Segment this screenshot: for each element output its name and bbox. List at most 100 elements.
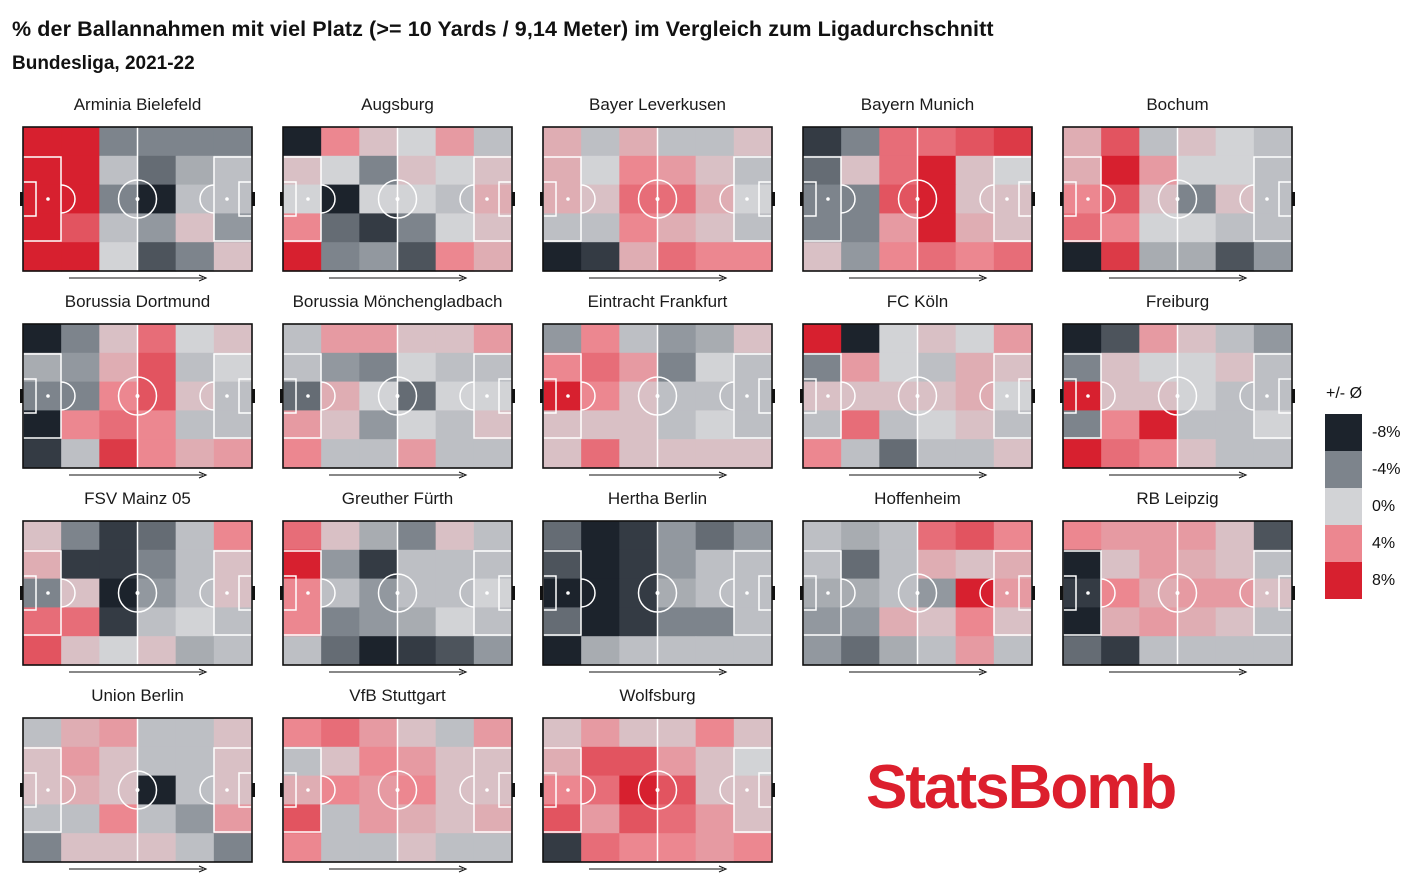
heatmap-cell	[619, 439, 659, 469]
penalty-arc-left	[320, 381, 336, 411]
heatmap-cell	[803, 439, 842, 469]
heatmap-cell	[435, 324, 475, 354]
heatmap-cell	[581, 324, 620, 354]
heatmap-cell	[321, 410, 360, 440]
heatmap-cell	[283, 184, 322, 214]
heatmap-cell	[213, 636, 253, 666]
heatmap-cell	[917, 549, 957, 580]
heatmap-cell	[695, 549, 735, 580]
heatmap-cell	[473, 775, 513, 805]
pitch-heatmap	[800, 323, 1035, 479]
penalty-arc-right	[199, 184, 215, 214]
heatmap-cell	[397, 242, 437, 272]
statsbomb-logo: StatsBomb	[866, 753, 1177, 822]
penalty-spot-right	[1265, 591, 1269, 595]
team-title: Union Berlin	[91, 686, 184, 705]
heatmap-cell	[175, 184, 215, 214]
heatmap-cell	[733, 746, 773, 777]
penalty-arc-left	[580, 578, 596, 608]
goal-left	[20, 389, 23, 403]
heatmap-cell	[99, 607, 139, 637]
heatmap-cell	[1253, 381, 1293, 411]
center-circle	[1157, 179, 1198, 219]
goal-right	[772, 389, 775, 403]
heatmap-cell	[1215, 439, 1255, 469]
heatmap-cell	[1063, 184, 1102, 214]
heatmap-cell	[993, 439, 1033, 469]
center-circle	[637, 376, 678, 416]
penalty-spot-left	[46, 197, 50, 201]
heatmap-cell	[473, 352, 513, 383]
legend-label: -8%	[1372, 423, 1401, 441]
heatmap-cell	[137, 410, 177, 440]
heatmap-cell	[1253, 636, 1293, 666]
heatmap-cell	[283, 352, 322, 383]
heatmap-cell	[397, 213, 437, 243]
heatmap-cell	[137, 324, 177, 354]
heatmap-cell	[581, 213, 620, 243]
heatmap-cell	[1063, 549, 1102, 580]
heatmap-cell	[473, 607, 513, 637]
heatmap-cell	[1063, 127, 1102, 157]
heatmap-cell	[917, 242, 957, 272]
goal-left	[280, 192, 283, 206]
heatmap-cell	[733, 578, 773, 608]
heatmap-cell	[581, 746, 620, 777]
heatmap-cell	[283, 636, 322, 666]
heatmap-cell	[955, 549, 995, 580]
heatmap-cell	[619, 607, 659, 637]
heatmap-cell	[397, 439, 437, 469]
heatmap-cell	[993, 127, 1033, 157]
penalty-spot-left	[566, 197, 570, 201]
center-circle	[637, 573, 678, 613]
heatmap-cell	[1177, 213, 1217, 243]
center-circle	[1157, 573, 1198, 613]
heatmap-cell	[283, 746, 322, 777]
heatmap-cell	[619, 636, 659, 666]
heatmap-cell	[955, 578, 995, 608]
center-spot	[655, 394, 660, 398]
heatmap-cell	[619, 324, 659, 354]
penalty-arc-right	[459, 184, 475, 214]
heatmap-cell	[1101, 636, 1140, 666]
heatmap-cell	[841, 184, 880, 214]
heatmap-cell	[435, 718, 475, 748]
heatmap-cell	[213, 775, 253, 805]
heatmap-cell	[955, 381, 995, 411]
pitch-heatmap	[1060, 520, 1295, 676]
heatmap-cell	[23, 718, 62, 748]
heatmap-cell	[695, 804, 735, 834]
heatmap-cell	[175, 381, 215, 411]
heatmap-cell	[879, 242, 919, 272]
heatmap-cell	[733, 213, 773, 243]
heatmap-cell	[1101, 521, 1140, 551]
heatmap-cell	[213, 155, 253, 186]
heatmap-cell	[23, 352, 62, 383]
heatmap-cell	[1253, 242, 1293, 272]
heatmap-cell	[695, 127, 735, 157]
heatmap-cell	[657, 607, 697, 637]
pitch-heatmap	[540, 717, 775, 873]
legend-label: -4%	[1372, 460, 1401, 478]
heatmap-cell	[581, 607, 620, 637]
goal-left	[20, 783, 23, 797]
attack-direction-arrowhead	[458, 668, 468, 676]
heatmap-cell	[543, 324, 582, 354]
penalty-arc-right	[719, 775, 735, 805]
heatmap-cell	[23, 578, 62, 608]
penalty-spot-right	[225, 591, 229, 595]
heatmap-cell	[1215, 521, 1255, 551]
attack-direction-arrowhead	[458, 274, 468, 282]
heatmap-cell	[61, 439, 100, 469]
pitch-heatmap	[20, 520, 255, 676]
goal-right	[252, 192, 255, 206]
heatmap-cell	[581, 804, 620, 834]
heatmap-cell	[137, 718, 177, 748]
goal-left	[800, 586, 803, 600]
heatmap-cell	[879, 324, 919, 354]
heatmap-cell	[619, 804, 659, 834]
goal-right	[512, 783, 515, 797]
heatmap-cell	[733, 833, 773, 863]
heatmap-cell	[1177, 155, 1217, 186]
heatmap-cell	[657, 718, 697, 748]
